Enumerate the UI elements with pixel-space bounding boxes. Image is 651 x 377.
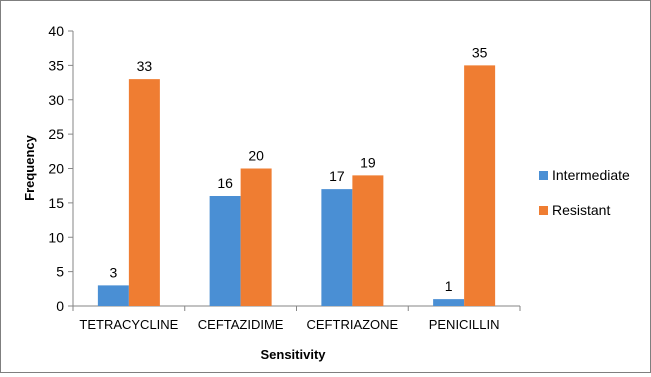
bar-resistant <box>128 79 160 306</box>
x-tick-label: CEFTRIAZONE <box>307 317 399 332</box>
axes: 0 5 10 15 20 25 30 35 40 TETRACYCLINE CEFTAZIDIME C… <box>48 23 521 332</box>
x-tick-label: PENICILLIN <box>429 317 500 332</box>
legend-label: Resistant <box>552 202 610 218</box>
x-tick-label: TETRACYCLINE <box>79 317 178 332</box>
bar-intermediate <box>433 299 465 306</box>
data-label: 3 <box>109 264 117 280</box>
y-tick-label: 0 <box>56 298 64 314</box>
y-axis-title: Frequency <box>22 134 37 201</box>
y-tick-label: 30 <box>48 92 64 108</box>
legend-swatch <box>539 206 548 215</box>
data-label: 20 <box>248 148 264 164</box>
data-label: 1 <box>445 278 453 294</box>
legend: Intermediate Resistant <box>539 167 630 218</box>
bar-intermediate <box>97 285 129 306</box>
data-label: 16 <box>217 175 233 191</box>
legend-label: Intermediate <box>552 167 630 183</box>
y-tick-label: 5 <box>56 264 64 280</box>
x-tick-label: CEFTAZIDIME <box>198 317 284 332</box>
y-tick-label: 35 <box>48 57 64 73</box>
bar-intermediate <box>209 196 241 306</box>
data-label: 35 <box>472 44 488 60</box>
data-label: 19 <box>360 154 376 170</box>
bar-intermediate <box>321 189 353 306</box>
x-axis-title: Sensitivity <box>260 347 326 362</box>
y-tick-label: 25 <box>48 126 64 142</box>
y-tick-label: 10 <box>48 229 64 245</box>
y-tick-label: 15 <box>48 195 64 211</box>
y-tick-label: 40 <box>48 23 64 39</box>
bars <box>97 65 496 306</box>
bar-resistant <box>464 65 496 306</box>
bar-resistant <box>352 175 384 306</box>
bar-resistant <box>240 168 272 306</box>
legend-swatch <box>539 171 548 180</box>
data-label: 17 <box>329 168 345 184</box>
y-tick-label: 20 <box>48 161 64 177</box>
data-label: 33 <box>137 58 153 74</box>
